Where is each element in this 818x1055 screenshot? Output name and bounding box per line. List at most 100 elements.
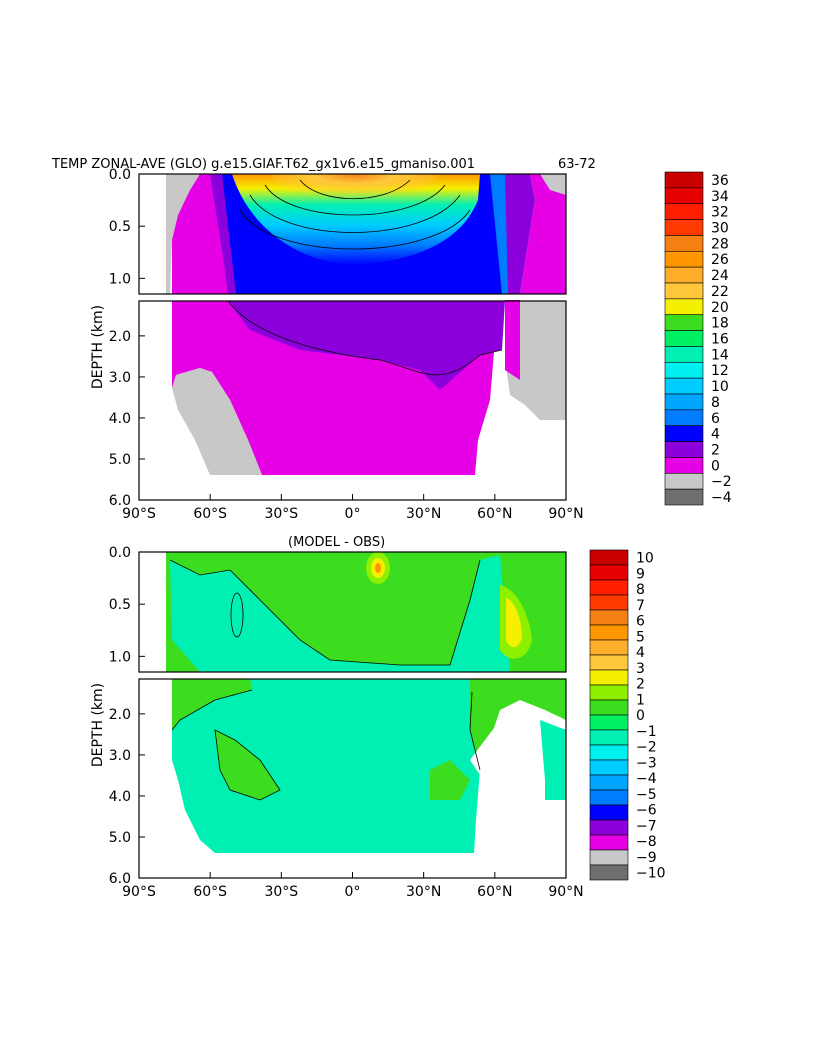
panel-1-xtick-label: 30°S [264,884,298,900]
colorbar-label: −2 [636,740,657,756]
panel-0-axes: DEPTH (km) 90°S 60°S 30°S 0° 30°N 60°N 90°N 0.0 0… [90,167,732,522]
colorbar-swatch [664,472,704,490]
colorbar-label: −10 [636,866,666,882]
panel-0-xtick-label: 0° [345,506,361,522]
panel-0-ytick-label: 0.0 [109,167,131,183]
panel-0-ytick-label: 6.0 [109,493,131,509]
chart-axes-layer: DEPTH (km) 90°S 60°S 30°S 0° 30°N 60°N 90°N 0.0 0… [90,167,732,900]
colorbar-label: 22 [711,284,729,300]
colorbar-swatch [589,714,629,731]
colorbar-label: −9 [636,850,657,866]
colorbar-label: 36 [711,173,729,189]
colorbar-label: −5 [636,787,657,803]
panel-0-ytick-label: 5.0 [109,452,131,468]
colorbar-swatch [589,594,629,611]
colorbar-label: −3 [636,755,657,771]
colorbar-label: 8 [711,395,720,411]
panel-anomaly-lower-fill [139,679,566,878]
colorbar-swatch [664,361,704,379]
colorbar-label: 14 [711,347,729,363]
colorbar-label: −7 [636,818,657,834]
colorbar-swatch [664,314,704,331]
panel-1-ytick-label: 2.0 [109,707,131,723]
panel-0-ylabel: DEPTH (km) [90,305,106,389]
colorbar-swatch [664,298,704,316]
colorbar-swatch [664,219,704,236]
colorbar-swatch [589,729,629,746]
colorbar-swatch [589,579,629,596]
panel-temperature-lower-fill [139,300,566,500]
panel-1-xtick-label: 60°N [477,884,512,900]
panel-1-ytick-label: 5.0 [109,830,131,846]
colorbar-label: 5 [636,629,645,645]
colorbar-label: 0 [636,708,645,724]
panel-0-xtick-label: 60°N [477,506,512,522]
colorbar-label: 4 [636,645,645,661]
colorbar-swatch [589,759,629,776]
colorbar-label: 10 [711,379,729,395]
colorbar-label: 3 [636,661,645,677]
panel-1-frame-upper [138,551,567,673]
colorbar-swatch [589,774,629,791]
panel-temperature-upper-fill [139,174,566,294]
panel-anomaly: (MODEL - OBS) [139,535,566,878]
panel-1-xtick-label: 90°N [548,884,583,900]
colorbar-label: 24 [711,268,729,284]
panel-1-ytick-label: 4.0 [109,789,131,805]
colorbar-label: 1 [636,692,645,708]
colorbar-label: 26 [711,252,729,268]
panel-anomaly-upper-fill [139,552,566,672]
colorbar-label: 32 [711,205,729,221]
panel-1-ytick-label: 3.0 [109,748,131,764]
colorbar-label: −2 [711,474,732,490]
panel-0-ytick-label: 2.0 [109,329,131,345]
colorbar-label: 6 [636,614,645,630]
colorbar-swatch [664,282,704,300]
panel-1-xtick-label: 60°S [193,884,227,900]
colorbar-swatch [589,849,629,866]
panel-0-ytick-label: 4.0 [109,411,131,427]
colorbar-label: 34 [711,189,729,205]
panel-temperature-title: TEMP ZONAL-AVE (GLO) g.e15.GIAF.T62_gx1v… [51,157,475,172]
panel-0-xtick-label: 90°N [548,506,583,522]
colorbar-label: 20 [711,300,729,316]
colorbar-swatch [664,393,704,411]
colorbar-swatch [664,171,704,189]
colorbar-label: 4 [711,427,720,443]
panel-temperature-title-suffix: 63-72 [558,157,596,172]
colorbar-swatch [664,377,704,395]
colorbar-swatch [589,639,629,656]
panel-0-xtick-label: 30°N [406,506,441,522]
colorbar-swatch [589,549,629,566]
panel-1-axes: DEPTH (km) 90°S 60°S 30°S 0° 30°N 60°N 90°N 0.0 0… [90,545,666,900]
colorbar-swatch [589,864,629,881]
colorbar-swatch [664,203,704,220]
colorbar-swatch [664,488,704,506]
colorbar-swatch [664,250,704,268]
panel-0-xtick-label: 30°S [264,506,298,522]
colorbar-label: 16 [711,332,729,348]
colorbar-swatch [589,804,629,821]
colorbar-label: 9 [636,566,645,582]
panel-temperature: TEMP ZONAL-AVE (GLO) g.e15.GIAF.T62_gx1v… [51,157,596,500]
colorbar-swatch [664,235,704,252]
panel-1-ytick-label: 6.0 [109,871,131,887]
panel-1-xtick-label: 90°S [122,884,156,900]
colorbar-label: 0 [711,458,720,474]
colorbar-label: 8 [636,582,645,598]
colorbar-label: −8 [636,834,657,850]
colorbar-swatch [664,409,704,427]
colorbar-swatch [664,425,704,442]
panel-0-xtick-label: 60°S [193,506,227,522]
panel-1-ytick-label: 0.5 [109,597,131,613]
panel-0-ytick-label: 1.0 [109,271,131,287]
colorbar-label: 2 [711,443,720,459]
panel-0-ytick-label: 0.5 [109,219,131,235]
colorbar-swatch [589,564,629,581]
colorbar-swatch [664,187,704,205]
colorbar-label: 2 [636,677,645,693]
colorbar-swatch [664,346,704,363]
